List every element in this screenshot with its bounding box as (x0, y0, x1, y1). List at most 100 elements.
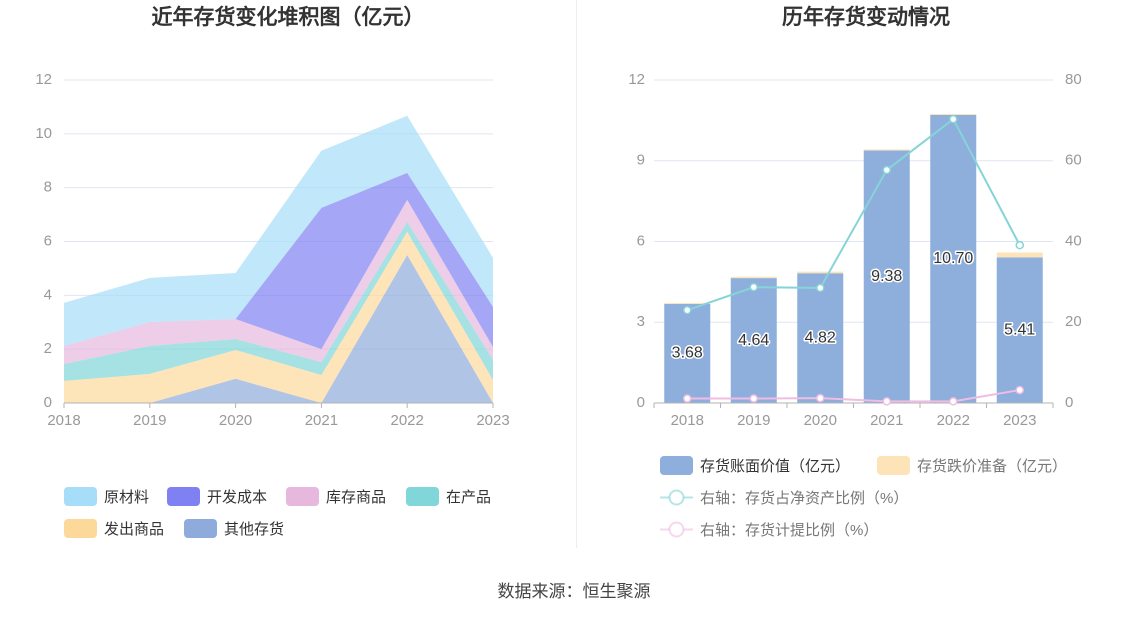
chart-title: 近年存货变化堆积图（亿元） (151, 6, 425, 29)
legend-swatch (877, 455, 910, 475)
x-axis-tick-label: 2020 (219, 412, 252, 429)
y-axis-tick-label: 8 (44, 179, 52, 196)
legend-label: 右轴：存货计提比例（%） (700, 521, 879, 539)
line-series-2 (683, 114, 1024, 315)
stacked-areas (64, 115, 493, 403)
right-y-axis-tick-label: 0 (1065, 394, 1073, 411)
legend-swatch (406, 486, 439, 506)
legend-label: 在产品 (446, 488, 492, 506)
bar-data-label: 9.38 (871, 268, 902, 285)
line-point (949, 397, 958, 406)
bar-book-value (930, 114, 977, 403)
bar-impairment-reserve (996, 252, 1043, 258)
x-axis-tick-label: 2019 (133, 412, 166, 429)
legend-label: 库存商品 (326, 488, 387, 506)
legend-label: 存货跌价准备（亿元） (917, 457, 1068, 475)
stacked-area-series-3 (64, 221, 493, 381)
left-y-axis-tick-label: 0 (637, 394, 645, 411)
series-line (686, 117, 1021, 312)
x-axis-tick-label: 2020 (804, 412, 837, 429)
stacked-area-series-4 (64, 231, 493, 403)
legend-item-work-in-progress[interactable]: 在产品 (406, 485, 491, 507)
right-y-axis-tick-label: 60 (1065, 152, 1082, 169)
panel-divider (576, 0, 577, 548)
bar-impairment-reserve (863, 149, 910, 151)
chart-title: 历年存货变动情况 (782, 6, 950, 29)
line-point (816, 283, 825, 293)
legend-item-finished-goods[interactable]: 库存商品 (286, 485, 386, 507)
y-gridlines (654, 79, 1053, 323)
bar-impairment-reserve (664, 302, 711, 304)
line-point (949, 114, 958, 124)
x-axis-tick-label: 2018 (671, 412, 704, 429)
legend-item-provision-ratio[interactable]: 右轴：存货计提比例（%） (660, 518, 878, 540)
legend-line-circle-icon (660, 489, 693, 505)
legend-item-impairment-reserve[interactable]: 存货跌价准备（亿元） (877, 454, 1067, 476)
right-y-axis-tick-label: 20 (1065, 313, 1082, 330)
bar-data-label: 5.41 (1004, 321, 1035, 338)
bar-line-combo-chart: 0 3 6 9 12 0 20 40 60 80 2018 2019 2020 2021 2022 2023 3… (628, 71, 1082, 429)
legend-item-goods-shipped[interactable]: 发出商品 (64, 517, 164, 539)
stacked-area-series-1 (64, 172, 493, 350)
legend-swatch (167, 486, 200, 506)
line-point (683, 305, 692, 315)
inventory-stacked-area-panel: 近年存货变化堆积图（亿元） 0 2 4 6 8 10 12 2018 2019 2020 2021 2… (0, 0, 576, 550)
line-point (1015, 385, 1024, 395)
bar-book-value (797, 273, 844, 403)
bar-book-value (863, 150, 910, 403)
y-axis-tick-label: 6 (44, 232, 52, 249)
legend-label: 发出商品 (104, 520, 165, 538)
inventory-change-panel: 历年存货变动情况 0 3 6 9 12 0 20 40 60 80 2018 2019 2020 2021… (577, 0, 1148, 550)
y-axis-tick-label: 10 (35, 125, 52, 142)
legend-swatch (184, 518, 217, 538)
legend-swatch (286, 486, 319, 506)
bar-data-label: 3.68 (672, 345, 703, 362)
legend-label: 其他存货 (224, 520, 285, 538)
bar-impairment-reserve (930, 113, 977, 115)
legend-item-raw-materials[interactable]: 原材料 (64, 485, 149, 507)
x-axis-tick-label: 2022 (937, 412, 970, 429)
legend-item-net-asset-ratio[interactable]: 右轴：存货占净资产比例（%） (660, 486, 908, 508)
line-point (882, 165, 891, 175)
x-axis-tick-label: 2023 (476, 412, 509, 429)
line-point (1015, 240, 1024, 250)
left-y-axis-tick-label: 12 (628, 71, 645, 88)
line-point (749, 394, 758, 403)
legend-item-other-inventory[interactable]: 其他存货 (184, 517, 284, 539)
y-axis-tick-label: 0 (44, 394, 52, 411)
x-axis-tick-label: 2022 (391, 412, 424, 429)
x-axis-tick-label: 2019 (737, 412, 770, 429)
x-axis-tick-label: 2023 (1003, 412, 1036, 429)
y-axis-tick-label: 12 (35, 71, 52, 88)
y-axis-tick-label: 4 (44, 286, 52, 303)
legend-label: 原材料 (104, 488, 150, 506)
legend-line-circle-icon (660, 521, 693, 537)
bar-impairment-reserve (730, 276, 777, 279)
line-point (816, 393, 825, 403)
left-y-axis-tick-label: 9 (637, 152, 645, 169)
stacked-area-chart: 0 2 4 6 8 10 12 2018 2019 2020 2021 2022 2023 (35, 71, 509, 429)
data-source-note: 数据来源：恒生聚源 (497, 582, 651, 601)
legend-swatch (64, 518, 97, 538)
x-axis-tick-label: 2021 (305, 412, 338, 429)
bar-book-value (664, 303, 711, 403)
bar-book-value (730, 278, 777, 403)
bar-data-label: 10.70 (933, 250, 973, 267)
legend-item-development-cost[interactable]: 开发成本 (167, 485, 267, 507)
line-point (683, 394, 692, 403)
x-axis-tick-label: 2021 (870, 412, 903, 429)
bar-data-label: 4.64 (738, 332, 769, 349)
bar-series (664, 113, 1043, 403)
x-axis-tick-label: 2018 (47, 412, 80, 429)
legend-swatch (660, 455, 693, 475)
series-line (687, 389, 1020, 403)
right-y-axis-tick-label: 80 (1065, 71, 1082, 88)
stacked-area-series-0 (64, 115, 493, 346)
legend-label: 开发成本 (207, 488, 268, 506)
line-series-3 (683, 385, 1024, 406)
line-point (882, 397, 891, 406)
left-y-axis-tick-label: 3 (637, 313, 645, 330)
bar-impairment-reserve (797, 271, 844, 274)
legend-item-book-value[interactable]: 存货账面价值（亿元） (660, 454, 850, 476)
